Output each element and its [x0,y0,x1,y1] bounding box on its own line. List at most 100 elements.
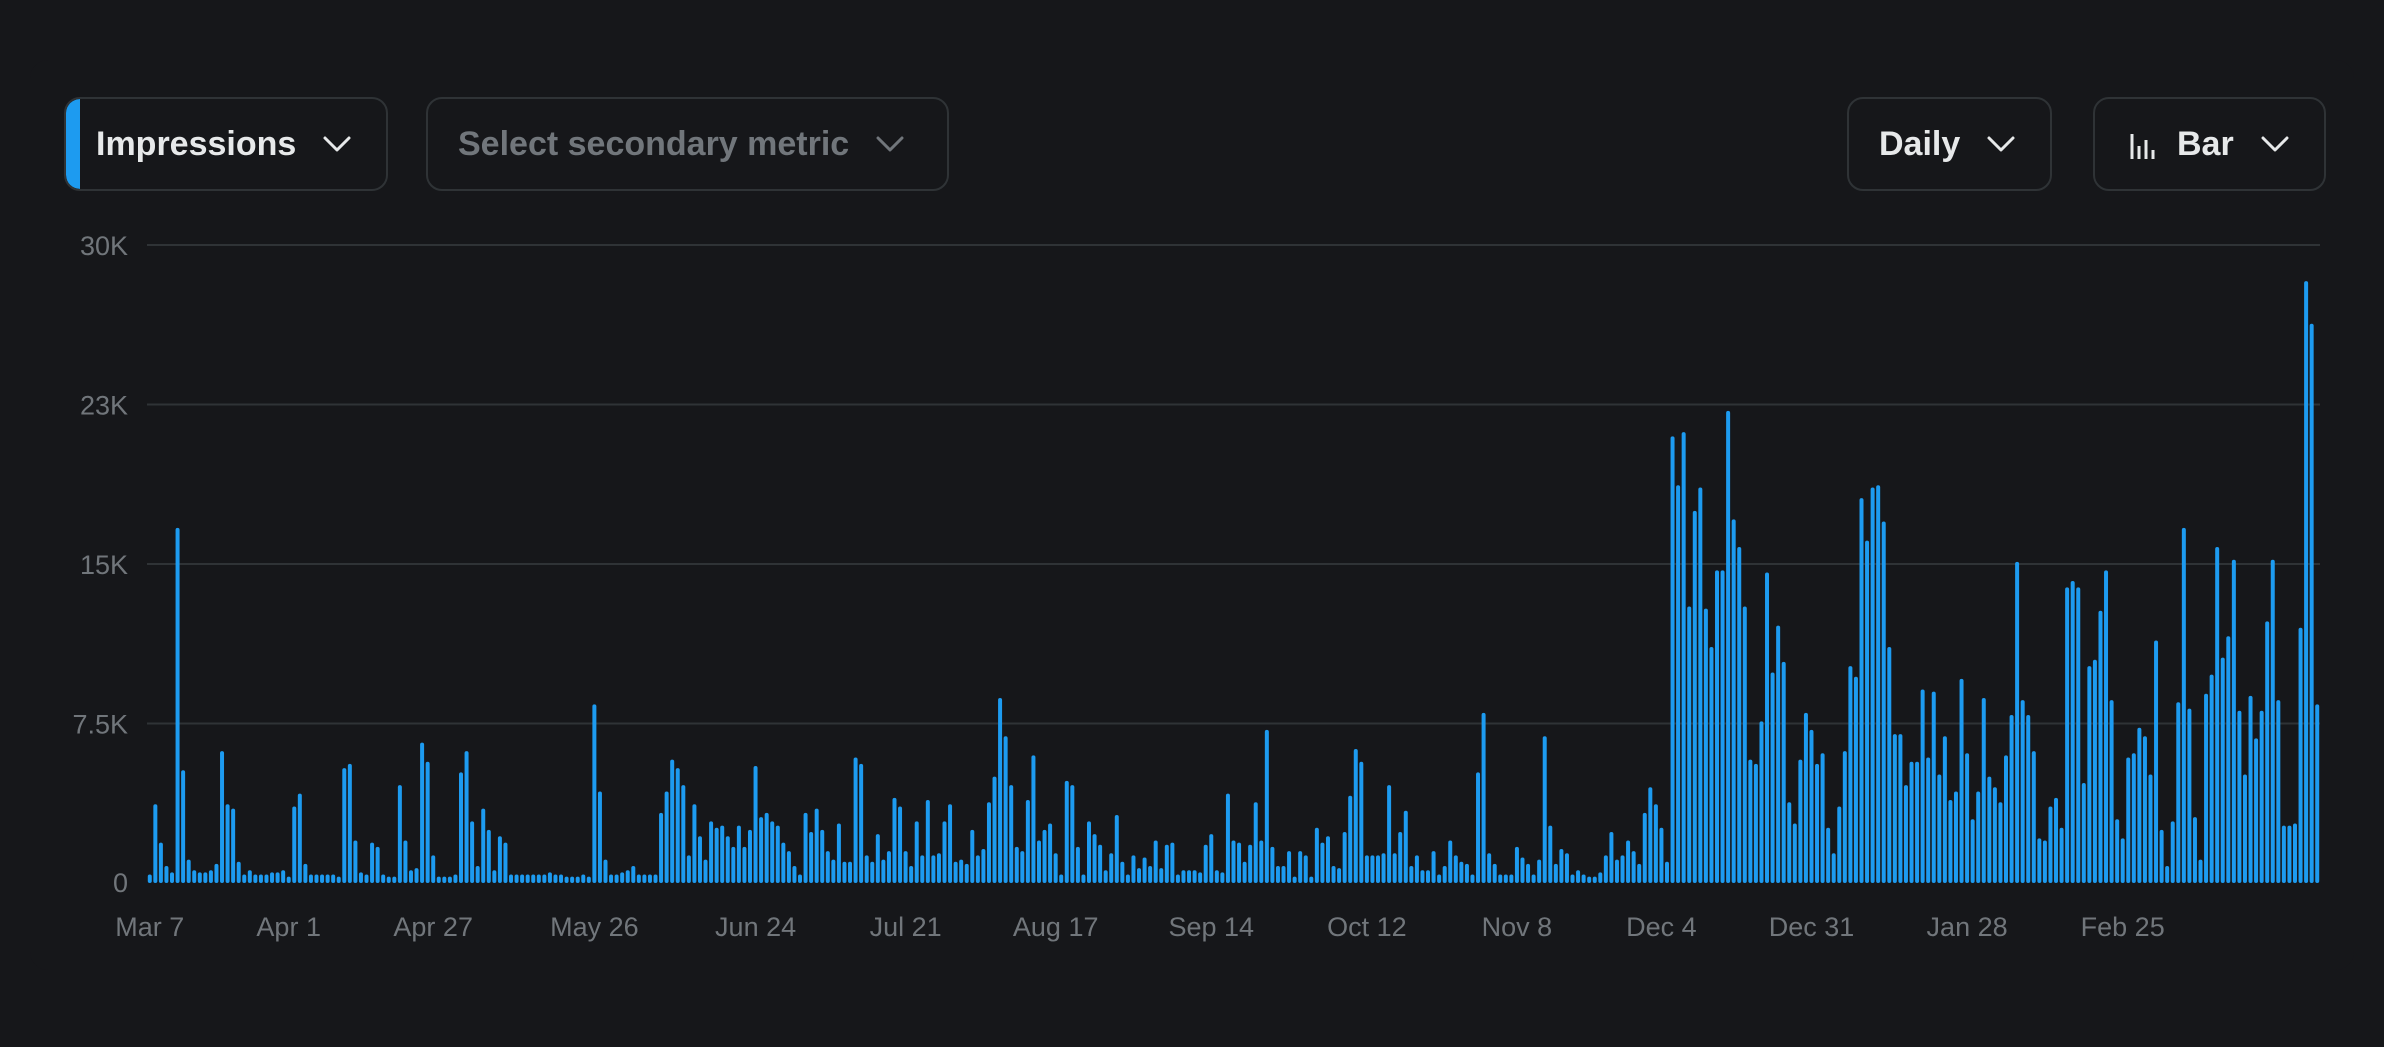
bar[interactable] [1209,834,1214,883]
bar[interactable] [2026,714,2031,883]
bar[interactable] [1842,751,1847,883]
bar[interactable] [214,863,219,883]
bar[interactable] [2281,825,2286,883]
bar[interactable] [2209,674,2214,883]
bar[interactable] [886,851,891,883]
bar[interactable] [1164,844,1169,883]
bar[interactable] [420,742,425,883]
bar[interactable] [603,859,608,883]
chart-type-dropdown[interactable]: Bar [2093,97,2326,191]
bar[interactable] [1464,863,1469,883]
bar[interactable] [414,868,419,883]
bar[interactable] [681,785,686,883]
bar[interactable] [1942,736,1947,883]
bar[interactable] [336,876,341,883]
bar[interactable] [1025,800,1030,883]
bar[interactable] [1787,802,1792,883]
bar[interactable] [2054,797,2059,883]
bar[interactable] [1337,868,1342,883]
bar[interactable] [1376,855,1380,883]
bar[interactable] [1042,829,1047,883]
bar[interactable] [1531,874,1536,883]
bar[interactable] [2076,587,2081,883]
bar[interactable] [1053,853,1058,883]
bar[interactable] [386,876,391,883]
bar[interactable] [1526,863,1531,883]
bar[interactable] [1770,672,1775,883]
bar[interactable] [1192,870,1197,883]
bar[interactable] [192,870,197,883]
bar[interactable] [1998,802,2003,883]
bar[interactable] [381,874,386,883]
bar[interactable] [1859,498,1864,883]
bar[interactable] [1537,859,1542,883]
bar[interactable] [831,859,836,883]
bar[interactable] [1298,851,1303,883]
bar[interactable] [1198,872,1203,883]
bar[interactable] [1965,753,1970,883]
bar[interactable] [725,836,730,883]
bar[interactable] [2242,774,2247,883]
bar[interactable] [575,876,580,883]
bar[interactable] [1720,570,1725,883]
bar[interactable] [2004,755,2008,883]
bar[interactable] [2148,774,2153,883]
bar[interactable] [1242,861,1247,883]
bar[interactable] [970,829,975,883]
bar[interactable] [1514,846,1519,883]
bar[interactable] [253,874,258,883]
bar[interactable] [836,823,841,883]
bar[interactable] [986,802,991,883]
bar[interactable] [1698,487,1703,883]
bar[interactable] [842,861,847,883]
bar[interactable] [1009,785,1014,883]
bar[interactable] [1953,791,1958,883]
bar[interactable] [275,872,280,883]
bar[interactable] [303,863,308,883]
bar[interactable] [2159,829,2164,883]
bar[interactable] [1731,519,1736,883]
bar[interactable] [1481,712,1486,883]
bar[interactable] [1342,831,1347,883]
bar[interactable] [1426,870,1431,883]
bar[interactable] [764,812,769,883]
bar[interactable] [1903,785,1908,883]
bar[interactable] [447,876,452,883]
bar[interactable] [1320,842,1325,883]
bar[interactable] [720,825,725,883]
bar[interactable] [809,831,814,883]
bar[interactable] [536,874,541,883]
bar[interactable] [964,863,969,883]
bar[interactable] [1881,521,1886,883]
bar[interactable] [1820,753,1825,883]
bar[interactable] [1981,697,1986,883]
bar[interactable] [636,874,641,883]
bar[interactable] [525,874,530,883]
bar[interactable] [1737,546,1742,883]
bar[interactable] [2126,757,2131,883]
bar[interactable] [308,874,313,883]
interval-dropdown[interactable]: Daily [1847,97,2052,191]
bar[interactable] [625,870,630,883]
bar[interactable] [1837,806,1842,883]
bar[interactable] [786,851,791,883]
bar[interactable] [620,872,625,883]
bar[interactable] [147,874,152,883]
bar[interactable] [258,874,263,883]
bar[interactable] [164,865,169,883]
bar[interactable] [220,751,225,883]
bar[interactable] [1437,874,1442,883]
bar[interactable] [1253,802,1258,883]
bar[interactable] [909,865,914,883]
bar[interactable] [1564,853,1569,883]
bar[interactable] [1865,540,1870,883]
bar[interactable] [2287,825,2292,883]
bar[interactable] [2259,710,2264,883]
bar[interactable] [664,791,669,883]
bar[interactable] [492,870,497,883]
bar[interactable] [1259,840,1264,883]
bar[interactable] [1187,870,1192,883]
bar[interactable] [186,859,191,883]
bar[interactable] [1664,861,1669,883]
bar[interactable] [1459,861,1464,883]
